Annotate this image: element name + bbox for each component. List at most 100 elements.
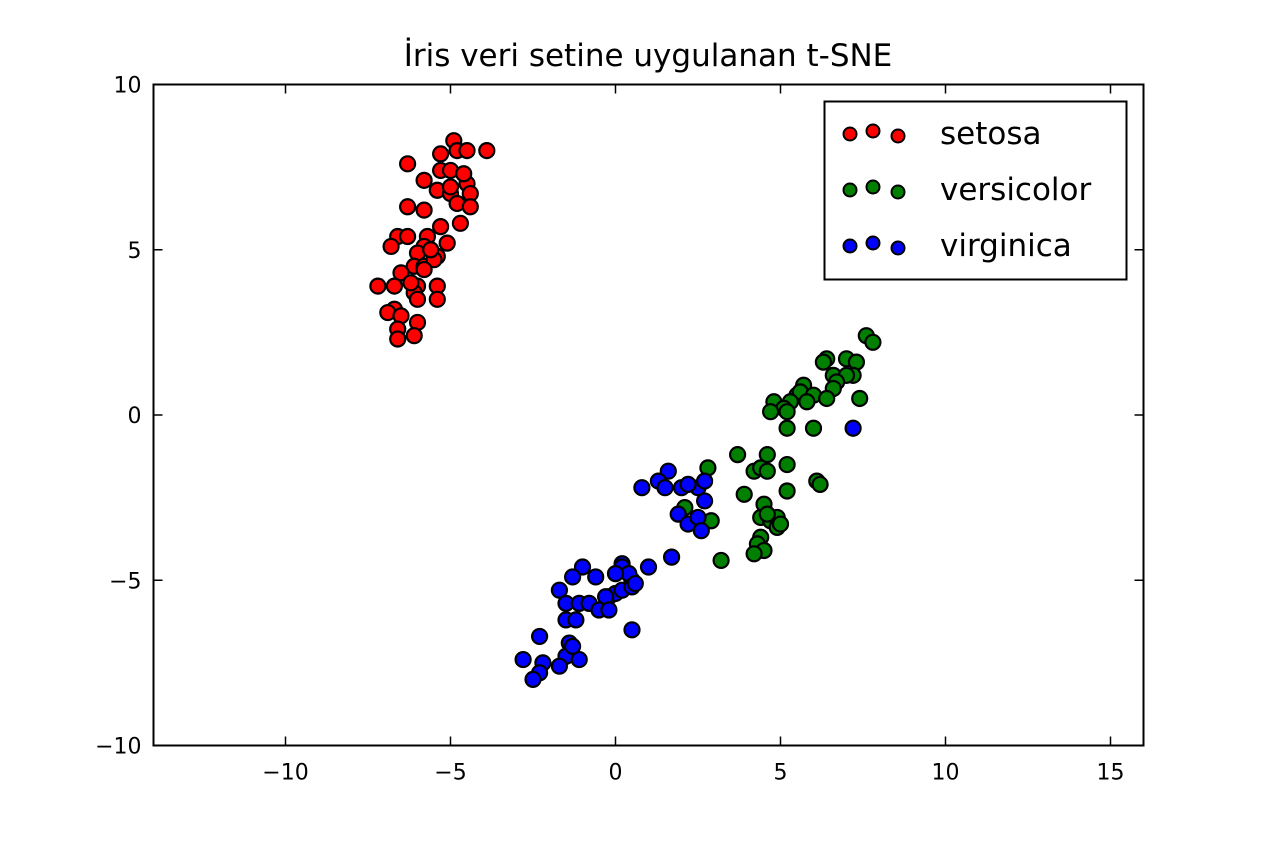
data-point xyxy=(422,241,440,259)
x-tick-label: 5 xyxy=(774,761,788,786)
data-point xyxy=(656,479,674,497)
series-virginica xyxy=(514,419,862,689)
chart-title: İris veri setine uygulanan t-SNE xyxy=(404,38,893,74)
data-point xyxy=(382,237,400,256)
legend-label: versicolor xyxy=(940,172,1092,208)
data-point xyxy=(415,260,433,279)
data-point xyxy=(550,581,569,599)
data-point xyxy=(514,650,532,669)
data-point xyxy=(778,403,796,421)
data-point xyxy=(679,475,697,494)
data-point xyxy=(758,462,776,480)
data-point xyxy=(399,155,417,173)
data-point xyxy=(399,198,417,216)
legend-label: setosa xyxy=(940,116,1042,152)
data-point xyxy=(818,389,836,408)
legend-marker-icon xyxy=(865,123,881,139)
data-point xyxy=(392,264,410,282)
y-tick-label: 0 xyxy=(128,404,142,429)
legend: setosa versicolor virginica xyxy=(823,100,1128,281)
data-point xyxy=(438,234,456,252)
series-setosa xyxy=(369,132,496,348)
data-point xyxy=(844,419,862,437)
data-point xyxy=(735,485,753,503)
data-point xyxy=(761,403,780,421)
data-point xyxy=(798,393,816,411)
data-point xyxy=(587,568,605,586)
data-point xyxy=(428,290,446,308)
data-point xyxy=(385,277,403,295)
legend-marker-icon xyxy=(842,238,858,254)
data-point xyxy=(478,142,496,160)
data-point xyxy=(728,446,747,464)
x-tick-label: 0 xyxy=(609,761,623,786)
data-point xyxy=(524,670,542,689)
legend-item-setosa: setosa xyxy=(842,116,1042,152)
data-point xyxy=(778,482,796,500)
data-point xyxy=(626,574,644,593)
legend-marker-icon xyxy=(865,235,881,251)
data-point xyxy=(864,333,882,351)
data-point xyxy=(441,178,460,196)
data-point xyxy=(405,327,423,345)
series-versicolor xyxy=(676,327,882,570)
legend-item-virginica: virginica xyxy=(842,228,1072,264)
data-point xyxy=(432,218,450,236)
x-tick-label: −10 xyxy=(262,761,308,786)
data-point xyxy=(570,650,588,669)
data-point xyxy=(758,446,776,464)
data-point xyxy=(811,475,829,494)
data-point xyxy=(432,145,450,163)
x-tick-label: 10 xyxy=(932,761,960,786)
data-point xyxy=(408,290,427,308)
legend-marker-icon xyxy=(890,128,906,144)
axis-ticks: −10 −5 0 5 10 15 −10 −5 0 5 10 xyxy=(95,74,1144,786)
legend-marker-icon xyxy=(842,182,858,198)
data-point xyxy=(692,522,710,540)
legend-marker-icon xyxy=(890,184,906,200)
y-tick-label: 5 xyxy=(128,239,142,264)
data-point xyxy=(695,492,714,510)
data-point xyxy=(669,505,687,523)
data-point xyxy=(778,455,796,474)
x-tick-label: 15 xyxy=(1097,761,1125,786)
data-point xyxy=(662,548,681,566)
data-point xyxy=(600,601,618,619)
data-point xyxy=(389,330,407,348)
data-point xyxy=(639,558,658,576)
data-point xyxy=(563,637,582,655)
data-point xyxy=(455,165,473,183)
data-point xyxy=(461,198,479,216)
data-point xyxy=(399,227,417,246)
data-point xyxy=(415,201,433,219)
data-point xyxy=(851,389,869,408)
y-tick-label: −5 xyxy=(109,569,141,594)
data-point xyxy=(804,419,823,437)
legend-marker-icon xyxy=(842,126,858,142)
data-point xyxy=(530,627,549,646)
data-point xyxy=(573,558,592,576)
data-point xyxy=(402,274,420,292)
data-point xyxy=(415,171,433,189)
legend-item-versicolor: versicolor xyxy=(842,172,1092,208)
x-tick-label: −5 xyxy=(434,761,466,786)
y-tick-label: 10 xyxy=(114,74,142,99)
legend-marker-icon xyxy=(865,179,881,195)
data-point xyxy=(778,419,796,437)
data-point xyxy=(633,479,651,497)
legend-marker-icon xyxy=(890,240,906,256)
data-point xyxy=(695,472,714,490)
data-point xyxy=(567,611,585,629)
data-point xyxy=(758,505,776,523)
data-point xyxy=(563,568,582,586)
data-point xyxy=(745,545,763,563)
data-points xyxy=(369,132,882,689)
data-point xyxy=(712,551,730,570)
data-point xyxy=(771,515,790,533)
data-point xyxy=(814,353,833,371)
data-point xyxy=(369,277,387,295)
y-tick-label: −10 xyxy=(95,735,141,760)
data-point xyxy=(550,657,569,675)
data-point xyxy=(606,565,625,583)
